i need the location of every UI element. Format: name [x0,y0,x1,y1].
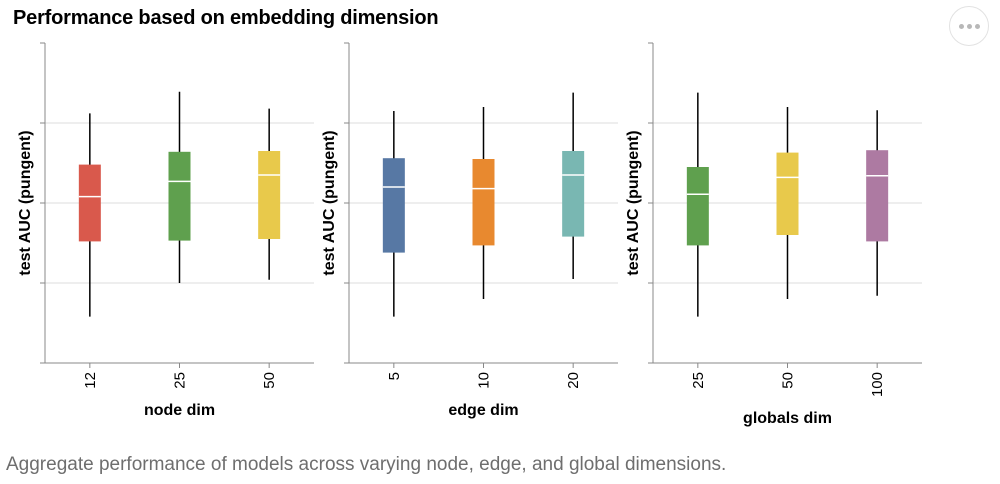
x-tick-label: 50 [780,372,797,389]
x-tick-label: 25 [690,372,707,389]
x-tick-label: 100 [869,372,886,397]
x-tick-label: 50 [261,372,278,389]
y-axis-title: test AUC (pungent) [625,130,642,275]
box [78,164,101,242]
box [686,167,709,246]
x-tick-label: 10 [476,372,493,389]
box [776,152,799,235]
more-horizontal-icon [958,23,980,29]
x-tick-label: 25 [172,372,189,389]
x-tick-label: 12 [82,372,99,389]
x-axis-title: node dim [144,402,215,419]
box [866,150,889,242]
x-tick-label: 20 [565,372,582,389]
x-axis-title: globals dim [743,410,832,427]
box [382,158,405,253]
y-axis-title: test AUC (pungent) [17,130,34,275]
box [258,151,281,239]
box [168,151,191,241]
x-tick-label: 5 [386,372,403,380]
box [472,159,495,246]
box [562,151,585,237]
boxplot-charts: test AUC (pungent) 12 25 50 node dim test AUC… [17,42,922,427]
x-axis-title: edge dim [448,402,518,419]
y-axis-title: test AUC (pungent) [321,130,338,275]
figure-caption: Aggregate performance of models across v… [6,454,727,475]
more-options-button[interactable] [949,6,989,46]
page-title: Performance based on embedding dimension [13,7,439,29]
